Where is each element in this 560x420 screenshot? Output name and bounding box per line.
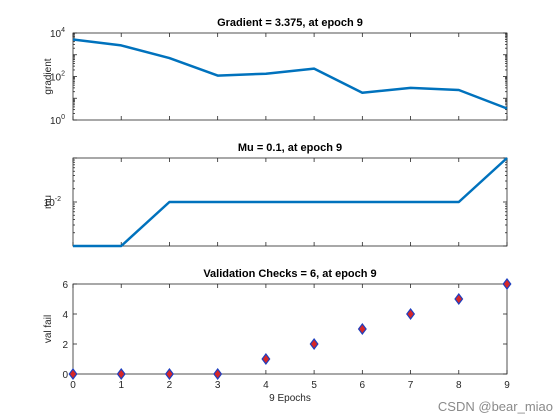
data-point-marker xyxy=(454,293,464,305)
x-tick-label: 5 xyxy=(311,380,317,391)
y-tick-label: 4 xyxy=(62,310,68,321)
y-tick-label: 6 xyxy=(62,280,68,291)
y-tick-label: 102 xyxy=(50,71,65,84)
chart-title: Gradient = 3.375, at epoch 9 xyxy=(217,17,363,29)
y-axis-label: mu xyxy=(43,195,54,209)
data-point-marker xyxy=(502,278,512,290)
y-tick-label: 104 xyxy=(50,27,65,40)
x-tick-label: 1 xyxy=(118,380,124,391)
data-point-marker xyxy=(357,323,367,335)
chart-panel-3: Validation Checks = 6, at epoch 9 val fai… xyxy=(43,268,512,404)
data-point-marker xyxy=(309,338,319,350)
x-tick-label: 7 xyxy=(408,380,414,391)
chart-title: Mu = 0.1, at epoch 9 xyxy=(238,142,342,154)
y-tick-label: 0 xyxy=(62,370,68,381)
x-tick-label: 3 xyxy=(215,380,221,391)
chart-panel-1: Gradient = 3.375, at epoch 9 gradient 100 1… xyxy=(43,17,508,127)
chart-title: Validation Checks = 6, at epoch 9 xyxy=(203,268,376,280)
x-tick-label: 4 xyxy=(263,380,269,391)
x-tick-label: 2 xyxy=(167,380,173,391)
data-point-marker xyxy=(261,353,271,365)
data-point-marker xyxy=(213,368,223,380)
data-point-marker xyxy=(116,368,126,380)
x-tick-label: 9 xyxy=(504,380,510,391)
x-tick-label: 0 xyxy=(70,380,76,391)
watermark-text: CSDN @bear_miao xyxy=(438,399,553,414)
series-line xyxy=(72,38,508,110)
y-tick-label: 100 xyxy=(50,114,65,127)
series-line xyxy=(73,157,508,248)
y-tick-label: 10-2 xyxy=(44,196,61,209)
x-tick-label: 6 xyxy=(360,380,366,391)
axes-box xyxy=(72,283,508,375)
data-point-marker xyxy=(406,308,416,320)
x-axis-label: 9 Epochs xyxy=(269,393,311,404)
data-point-marker xyxy=(164,368,174,380)
x-tick-label: 8 xyxy=(456,380,462,391)
data-point-marker xyxy=(68,368,78,380)
y-tick-label: 2 xyxy=(62,340,68,351)
y-axis-label: gradient xyxy=(43,58,54,94)
axes-box xyxy=(72,32,508,121)
y-axis-label: val fail xyxy=(43,315,54,343)
